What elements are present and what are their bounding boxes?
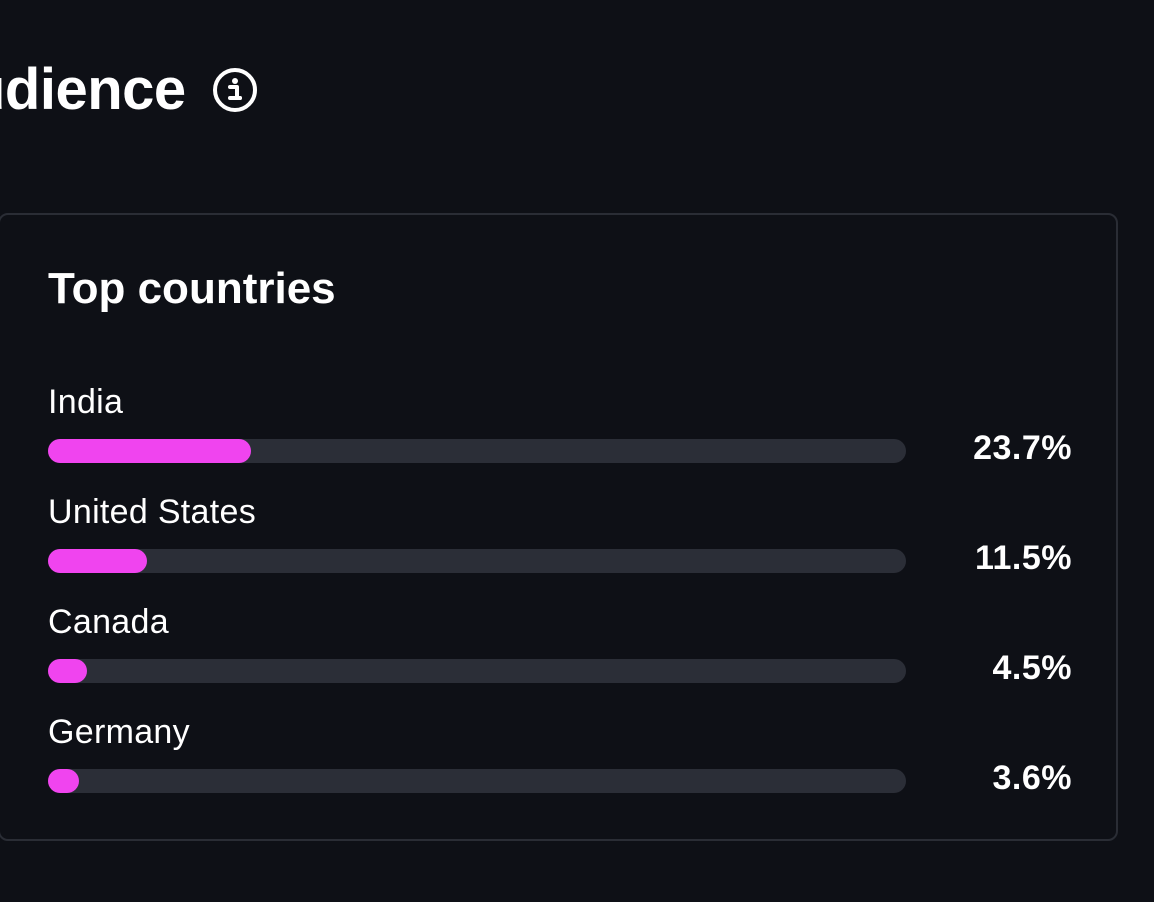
country-bar-fill — [48, 439, 252, 463]
country-name: Germany — [48, 713, 190, 751]
country-bar-track — [48, 769, 906, 793]
country-row: India 23.7% — [48, 385, 1072, 495]
country-percentage: 4.5% — [992, 649, 1072, 687]
country-bar-fill — [48, 549, 147, 573]
info-icon[interactable] — [212, 67, 258, 113]
section-header: udience — [0, 52, 258, 128]
country-row: Germany 3.6% — [48, 715, 1072, 825]
country-bar-track — [48, 659, 906, 683]
country-name: Canada — [48, 603, 169, 641]
country-percentage: 3.6% — [992, 759, 1072, 797]
country-row: United States 11.5% — [48, 495, 1072, 605]
country-name: India — [48, 383, 124, 421]
country-row: Canada 4.5% — [48, 605, 1072, 715]
country-name: United States — [48, 493, 257, 531]
country-bar-track — [48, 439, 906, 463]
country-bar-fill — [48, 659, 87, 683]
country-bar-fill — [48, 769, 79, 793]
card-title: Top countries — [48, 264, 336, 313]
top-countries-card: Top countries India 23.7% United States … — [0, 213, 1118, 841]
country-list: India 23.7% United States 11.5% Canada 4… — [48, 385, 1072, 825]
section-title: udience — [0, 57, 186, 122]
country-bar-track — [48, 549, 906, 573]
country-percentage: 23.7% — [973, 429, 1072, 467]
country-percentage: 11.5% — [974, 539, 1072, 577]
